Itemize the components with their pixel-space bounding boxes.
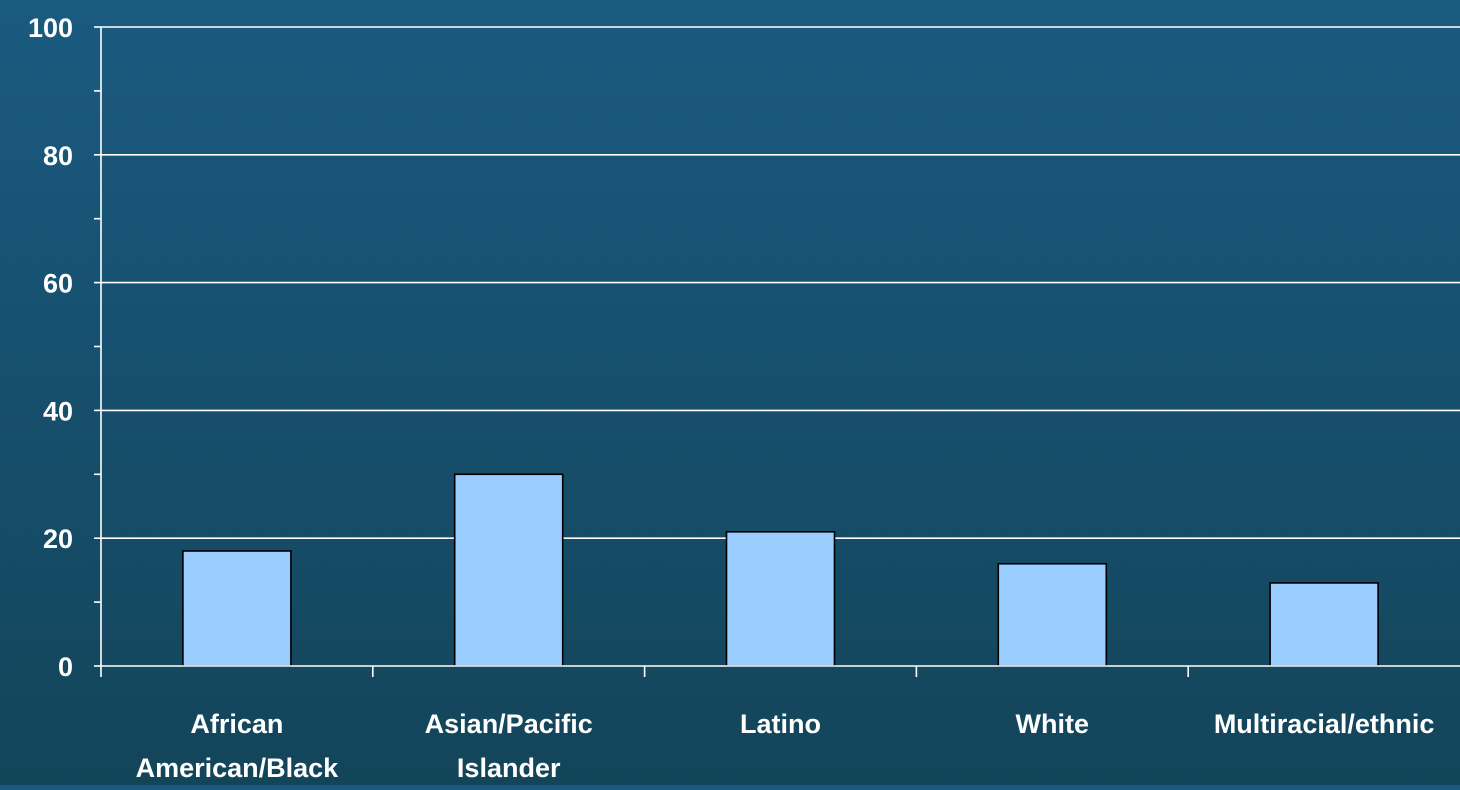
y-tick-label-80: 80 [43, 141, 73, 171]
tick-labels: 0 20 40 60 80 100 African American/Black Asian/P… [28, 13, 1434, 783]
y-tick-label-100: 100 [28, 13, 73, 43]
bars [182, 473, 1379, 667]
bar-3 [997, 562, 1108, 667]
axes [94, 26, 1460, 677]
y-tick-label-0: 0 [58, 652, 73, 682]
x-tick-label-0-1: American/Black [136, 753, 340, 783]
bar-0 [182, 550, 292, 667]
x-tick-label-2-0: Latino [740, 709, 821, 739]
x-tick-label-0-0: African [190, 709, 283, 739]
x-tick-label-1-0: Asian/Pacific [425, 709, 593, 739]
bar-2 [725, 531, 836, 667]
y-tick-label-20: 20 [43, 524, 73, 554]
gridlines [101, 26, 1460, 540]
bar-1 [453, 473, 564, 667]
bar-4 [1269, 582, 1379, 667]
y-tick-label-60: 60 [43, 269, 73, 299]
y-tick-label-40: 40 [43, 396, 73, 426]
x-tick-label-3-0: White [1016, 709, 1090, 739]
x-tick-label-4-0: Multiracial/ethnic [1214, 709, 1435, 739]
x-tick-label-1-1: Islander [457, 753, 561, 783]
